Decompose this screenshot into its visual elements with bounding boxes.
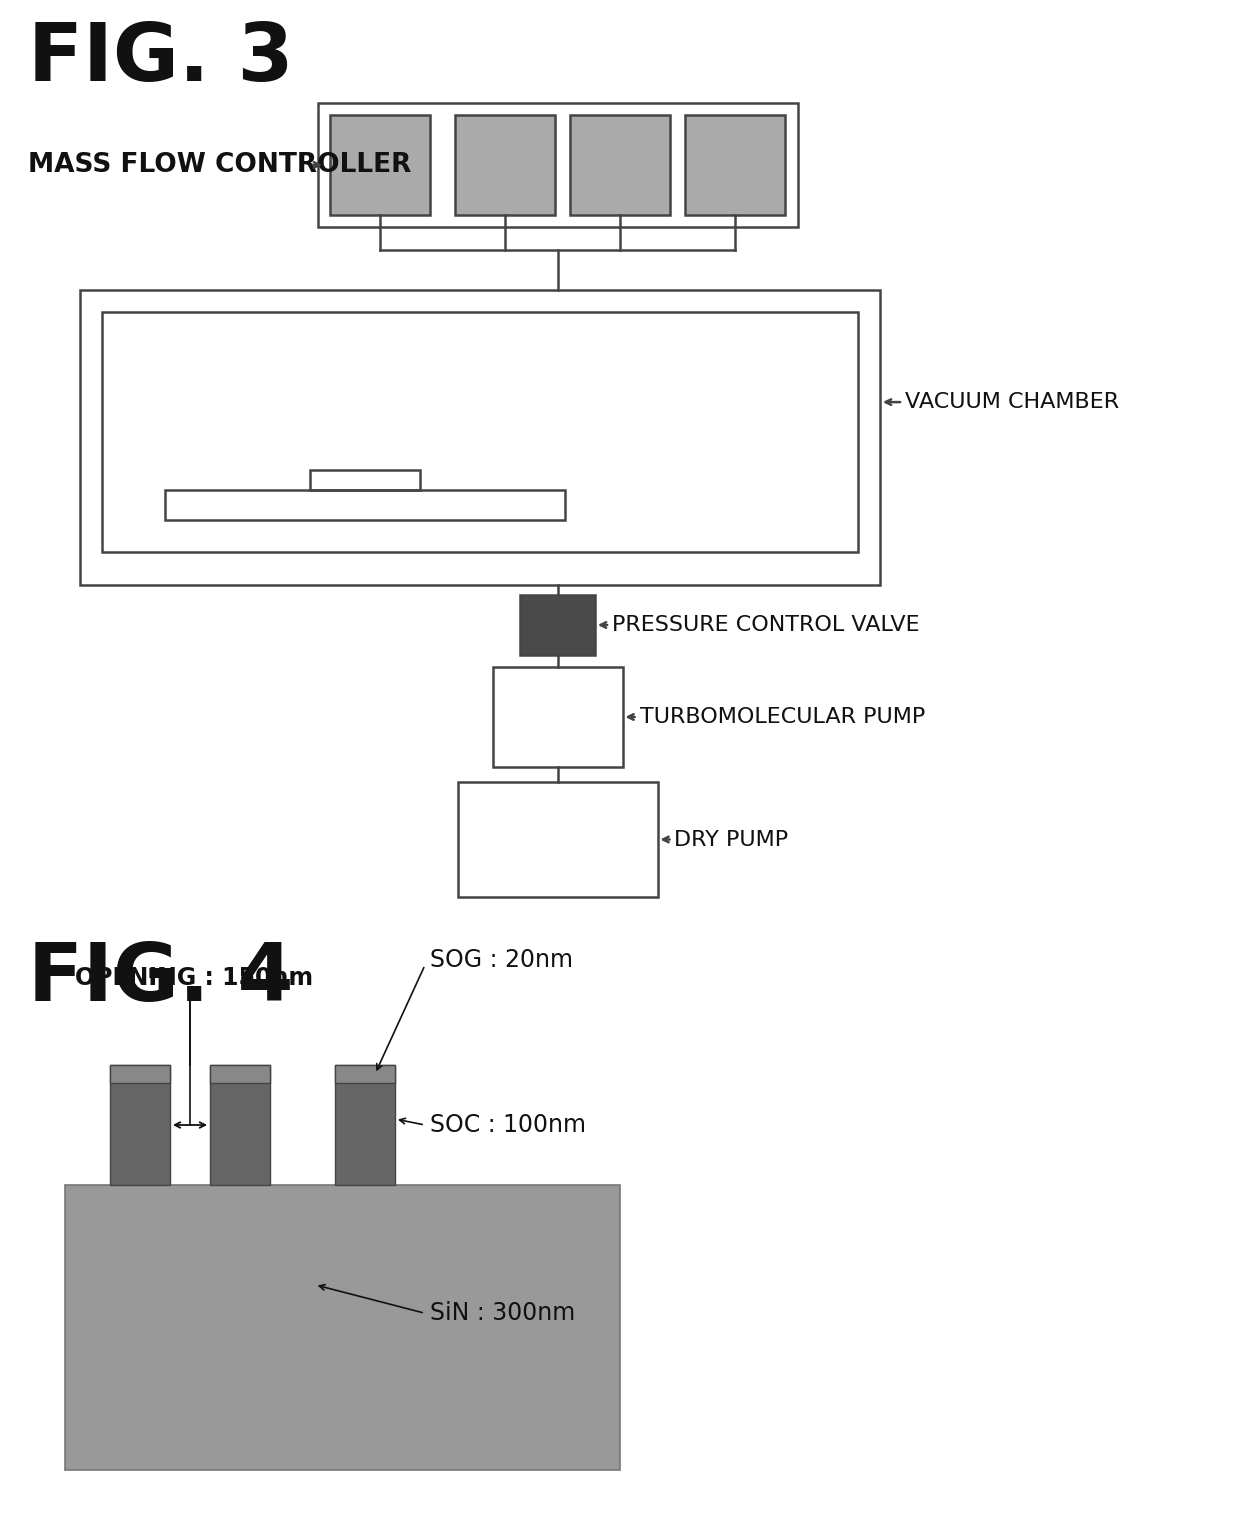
Text: PRESSURE CONTROL VALVE: PRESSURE CONTROL VALVE [613,615,920,635]
Bar [210,1065,270,1186]
Bar [684,114,785,215]
Bar [64,1186,620,1470]
Text: MASS FLOW CONTROLLER: MASS FLOW CONTROLLER [29,153,412,179]
Text: SOC : 100nm: SOC : 100nm [430,1112,587,1137]
Bar [458,781,657,897]
Bar [455,114,556,215]
Bar [330,114,430,215]
Bar [335,1065,396,1186]
Text: DRY PUMP: DRY PUMP [675,830,789,850]
Text: SiN : 300nm: SiN : 300nm [430,1302,575,1325]
Bar [165,490,565,520]
Bar [317,102,799,227]
Bar [210,1065,270,1083]
Text: OPENING : 150nm: OPENING : 150nm [74,966,314,990]
Bar [570,114,670,215]
Text: TURBOMOLECULAR PUMP: TURBOMOLECULAR PUMP [640,707,925,726]
Bar [492,667,622,768]
Bar [110,1065,170,1186]
Bar [520,595,595,655]
Text: SOG : 20nm: SOG : 20nm [430,948,573,972]
Text: FIG. 3: FIG. 3 [29,20,294,98]
Text: FIG. 4: FIG. 4 [29,940,294,1018]
Bar [110,1065,170,1083]
Bar [310,470,420,490]
Bar [102,311,858,552]
Bar [81,290,880,584]
Text: VACUUM CHAMBER: VACUUM CHAMBER [905,392,1120,412]
Bar [335,1065,396,1083]
